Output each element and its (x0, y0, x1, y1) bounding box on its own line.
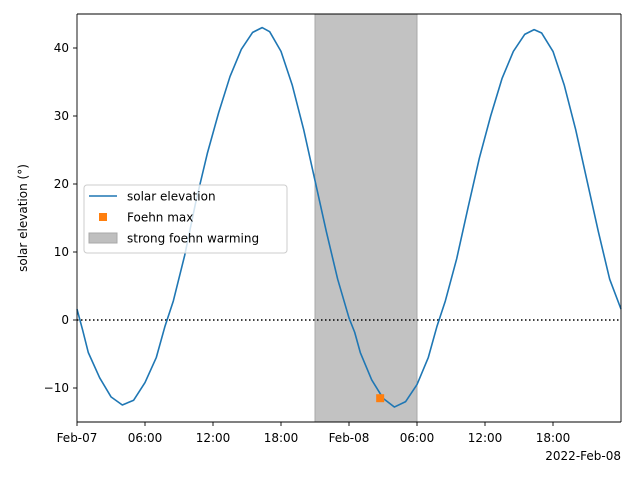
legend-label: strong foehn warming (127, 232, 259, 246)
series-layer (76, 26, 622, 408)
legend-frame (83, 184, 288, 254)
series-line-solar-elevation (76, 26, 622, 408)
shaded-regions (314, 13, 418, 423)
x-tick-label: Feb-07 (57, 431, 98, 445)
legend-swatch-patch (88, 232, 118, 244)
legend-entry: Foehn max (99, 211, 193, 225)
y-tick-label: −10 (44, 381, 69, 395)
x-axis-offset-label: 2022-Feb-08 (545, 449, 621, 463)
legend-entry: strong foehn warming (88, 232, 259, 246)
x-tick-label: 06:00 (128, 431, 163, 445)
shaded-region-0 (314, 13, 418, 423)
y-tick-label: 40 (54, 41, 69, 55)
y-tick-label: 20 (54, 177, 69, 191)
legend-label: solar elevation (127, 190, 216, 204)
legend-swatch-marker (99, 213, 107, 221)
x-tick-label: 06:00 (400, 431, 435, 445)
x-tick-label: Feb-08 (329, 431, 370, 445)
legend: solar elevation Foehn max strong foehn war… (83, 184, 288, 254)
data-point-foehn-max (376, 394, 385, 403)
y-tick-label: 0 (61, 313, 69, 327)
y-axis-ticks: −10 0 10 20 30 40 (44, 41, 77, 395)
y-tick-label: 10 (54, 245, 69, 259)
x-tick-label: 18:00 (264, 431, 299, 445)
y-tick-label: 30 (54, 109, 69, 123)
legend-label: Foehn max (127, 211, 193, 225)
x-tick-label: 12:00 (468, 431, 503, 445)
x-tick-label: 18:00 (536, 431, 571, 445)
x-tick-label: 12:00 (196, 431, 231, 445)
y-axis-label: solar elevation (°) (16, 164, 30, 272)
legend-entry: solar elevation (89, 190, 216, 204)
x-axis-ticks: Feb-07 06:00 12:00 18:00 Feb-08 06:00 12:00 18:… (57, 422, 571, 445)
